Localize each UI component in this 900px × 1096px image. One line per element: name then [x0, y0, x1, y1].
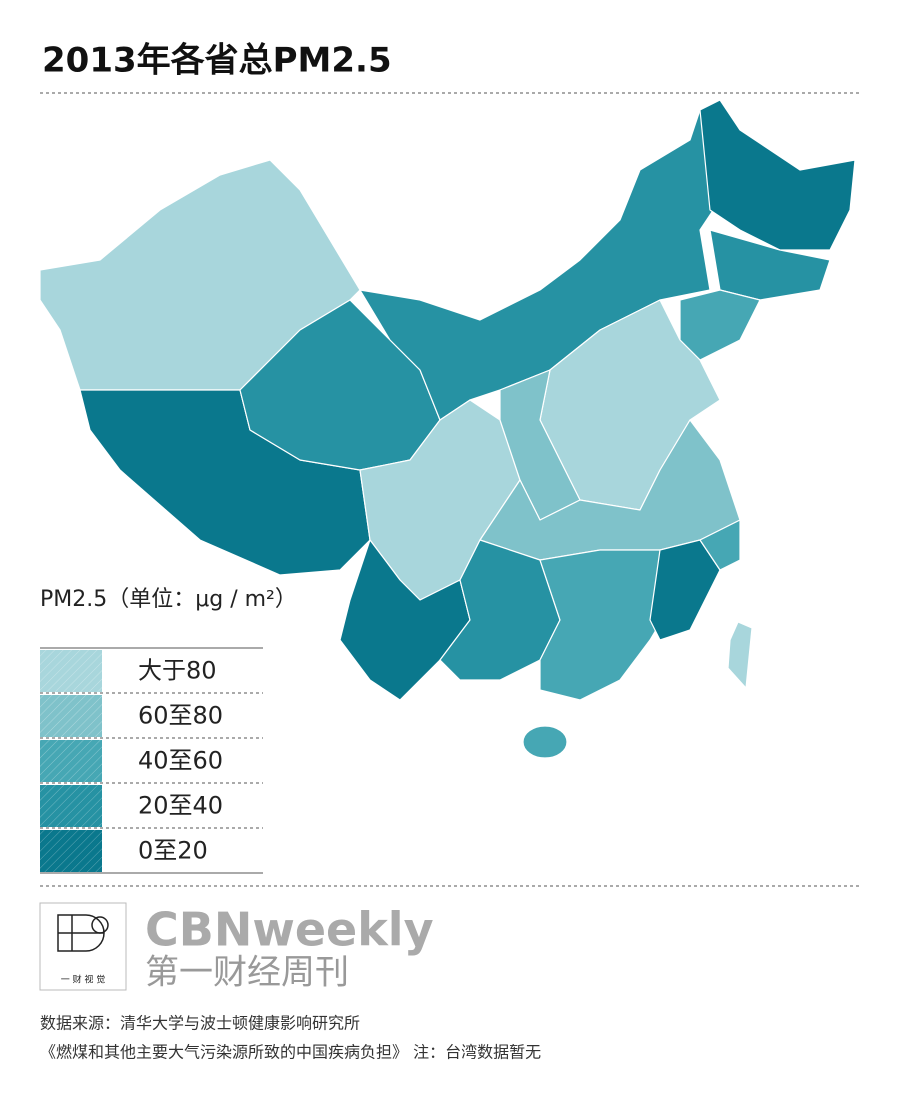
- region-guangxi: [439, 539, 561, 681]
- legend-label: 大于80: [138, 657, 217, 685]
- logo-mark: [91, 916, 109, 934]
- logo-mark: [57, 914, 105, 952]
- legend-label: 60至80: [138, 702, 223, 730]
- brand-name-cn: 第一财经周刊: [145, 953, 349, 993]
- region-heilongjiang: [699, 99, 856, 251]
- legend-hatch: [40, 830, 102, 872]
- region-hainan: [522, 725, 568, 759]
- region-xinjiang: [39, 159, 361, 391]
- title: 2013年各省总PM2.5: [42, 41, 392, 81]
- brand-name: CBNweekly: [145, 903, 434, 957]
- legend: 大于80 60至80 40至60 20至40 0至20: [40, 647, 263, 874]
- legend-hatch: [40, 740, 102, 782]
- region-liaoning: [679, 289, 761, 361]
- legend-title: PM2.5（单位：μg / m²）: [40, 587, 297, 612]
- legend-hatch: [40, 785, 102, 827]
- legend-label: 0至20: [138, 837, 208, 865]
- map: [39, 99, 856, 759]
- legend-hatch: [40, 695, 102, 737]
- region-south: [539, 549, 681, 701]
- legend-label: 20至40: [138, 792, 223, 820]
- region-taiwan: [727, 621, 753, 689]
- note: 《燃煤和其他主要大气污染源所致的中国疾病负担》 注：台湾数据暂无: [40, 1043, 541, 1062]
- legend-hatch: [40, 650, 102, 692]
- region-zhejiang: [699, 519, 741, 571]
- logo-text: 一 财 视 觉: [61, 974, 106, 986]
- source: 数据来源：清华大学与波士顿健康影响研究所: [40, 1014, 360, 1033]
- logo-box: [39, 902, 127, 991]
- legend-label: 40至60: [138, 747, 223, 775]
